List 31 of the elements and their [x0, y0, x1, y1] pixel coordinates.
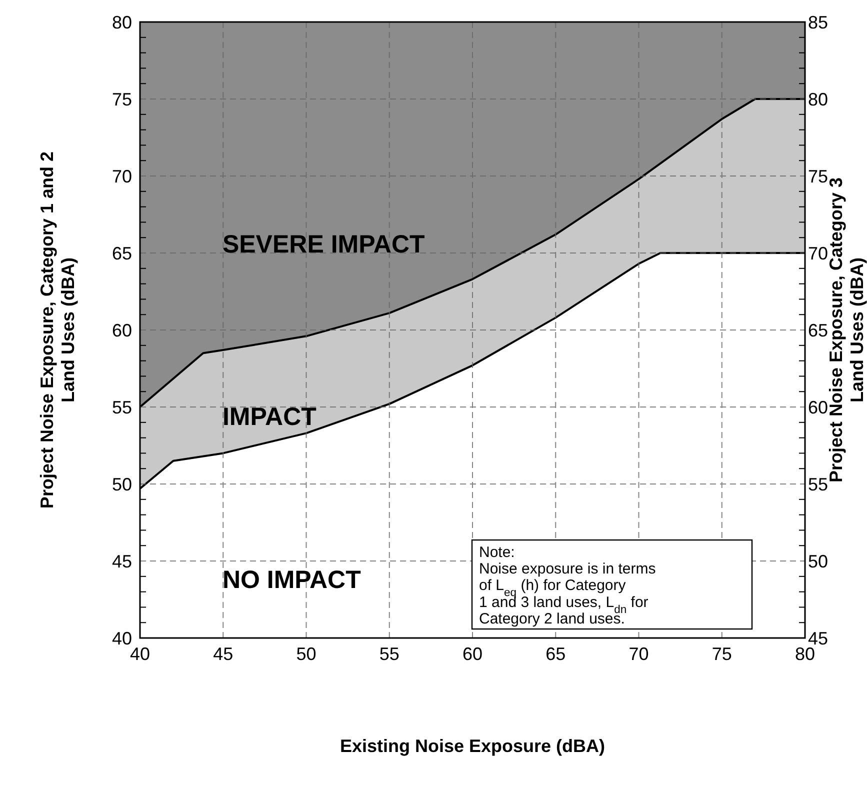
y-tick-label: 60: [112, 320, 132, 340]
x-tick-label: 75: [712, 644, 732, 664]
y-tick-label: 40: [112, 628, 132, 648]
y2-tick-label: 80: [808, 89, 828, 110]
x-tick-label: 70: [628, 644, 649, 664]
y-tick-label: 75: [112, 89, 132, 110]
series-label: NO IMPACT: [222, 566, 361, 594]
y-tick-label: 70: [112, 166, 132, 186]
y-tick-label: 65: [112, 243, 132, 264]
x-tick-label: 45: [213, 644, 234, 664]
y-tick-label: 55: [112, 397, 132, 418]
x-tick-label: 50: [296, 644, 316, 664]
y2-tick-label: 85: [808, 12, 828, 32]
x-tick-label: 40: [130, 644, 150, 664]
y2-tick-label: 50: [808, 551, 828, 572]
x-tick-label: 65: [546, 644, 566, 664]
series-label: IMPACT: [222, 402, 316, 431]
y2-tick-label: 55: [808, 474, 828, 494]
band-label: SEVERE IMPACT: [222, 230, 425, 259]
text: Note: Noise exposure is in terms of L$_{eq}$ (h) for Category 1 and 3 land uses, L$_{dn}$ for Category 2 land uses.: [479, 544, 656, 628]
y-tick-label: 50: [112, 474, 132, 494]
x-tick-label: 55: [379, 644, 400, 664]
y-tick-label: 80: [112, 12, 132, 32]
y2-tick-label: 65: [808, 320, 828, 340]
y2-tick-label: 75: [808, 166, 828, 186]
y-axis-title: Project Noise Exposure, Category 1 and 2 Land Uses (dBA): [36, 151, 78, 509]
y2-tick-label: 60: [808, 397, 828, 418]
x-axis-title: Existing Noise Exposure (dBA): [340, 736, 606, 756]
y2-tick-label: 70: [808, 243, 828, 264]
y-tick-label: 45: [112, 551, 132, 572]
x-tick-label: 60: [462, 644, 483, 664]
